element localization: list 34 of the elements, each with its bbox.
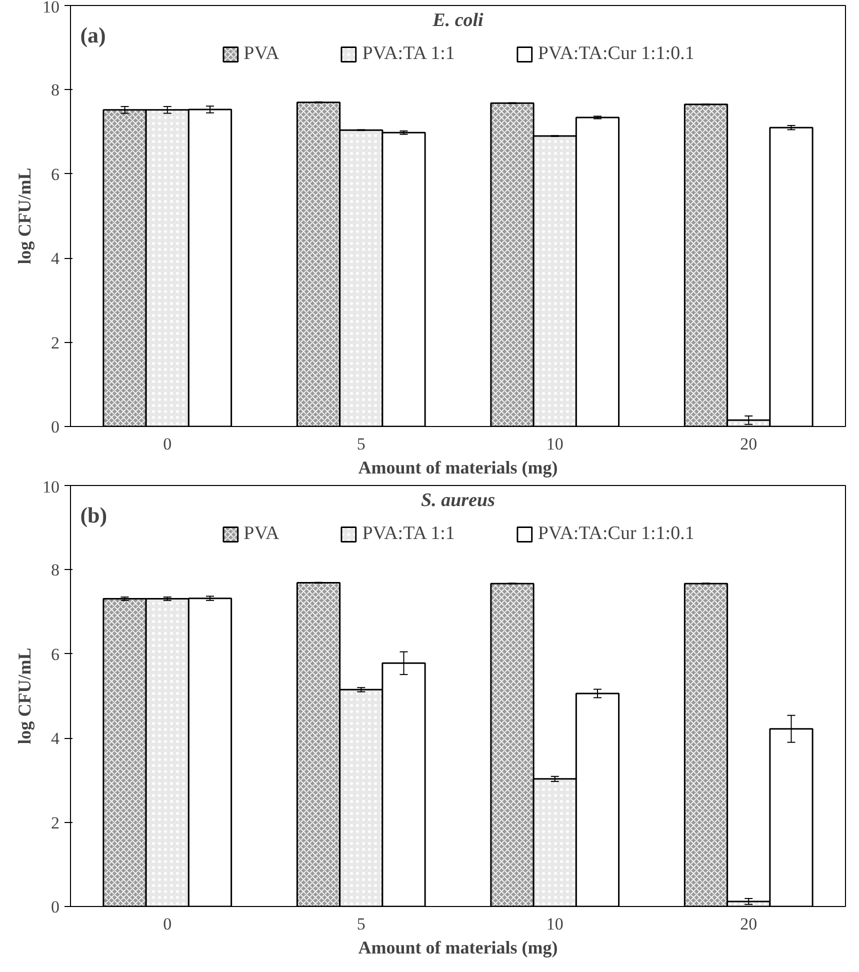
x-axis-title: Amount of materials (mg)	[358, 938, 558, 958]
x-tick-label: 0	[163, 434, 172, 454]
y-tick-label: 4	[51, 729, 60, 748]
x-tick-label: 10	[546, 914, 564, 934]
y-tick-label: 6	[51, 644, 60, 664]
y-tick-label: 2	[51, 333, 60, 352]
legend-label: PVA:TA 1:1	[362, 43, 455, 65]
x-axis-title: Amount of materials (mg)	[358, 458, 558, 478]
legend-label: PVA	[244, 523, 280, 545]
y-tick-label: 8	[51, 80, 60, 100]
chart-title: S. aureus	[421, 490, 495, 511]
legend-label: PVA	[244, 43, 280, 65]
x-tick-label: 5	[356, 914, 366, 934]
legend-label: PVA:TA:Cur 1:1:0.1	[538, 43, 694, 65]
y-tick-label: 0	[51, 418, 60, 436]
y-axis-title: log CFU/mL	[14, 168, 34, 264]
chart-title: E. coli	[432, 10, 484, 31]
y-tick-label: 10	[42, 0, 60, 16]
x-tick-label: 5	[356, 434, 366, 454]
y-tick-label: 4	[51, 249, 60, 268]
x-tick-label: 10	[546, 434, 564, 454]
y-tick-label: 6	[51, 164, 60, 184]
x-tick-label: 20	[740, 914, 758, 934]
y-axis-title: log CFU/mL	[14, 648, 34, 744]
y-tick-label: 0	[51, 898, 60, 916]
y-tick-label: 10	[42, 478, 60, 496]
legend-label: PVA:TA 1:1	[362, 523, 455, 545]
legend-label: PVA:TA:Cur 1:1:0.1	[538, 523, 694, 545]
y-tick-label: 8	[51, 560, 60, 580]
annotation: (a)	[80, 22, 106, 48]
annotation: (b)	[80, 502, 108, 528]
y-tick-label: 2	[51, 813, 60, 832]
x-tick-label: 0	[163, 914, 172, 934]
x-tick-label: 20	[740, 434, 758, 454]
